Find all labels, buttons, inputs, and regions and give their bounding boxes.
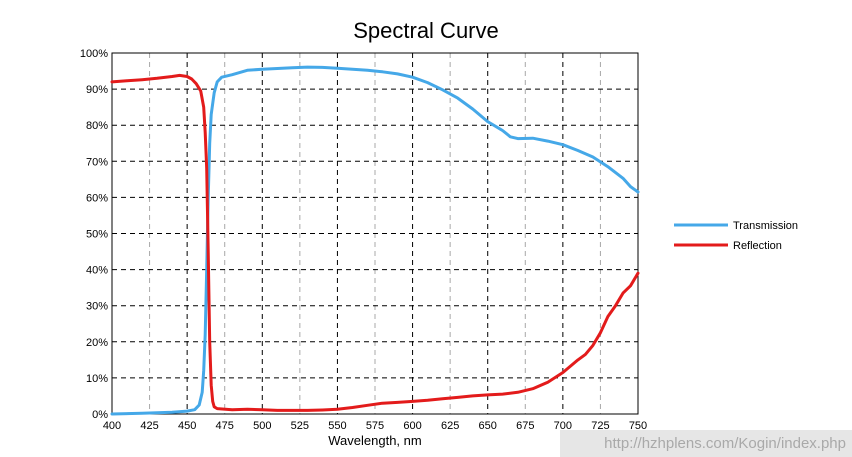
grid-lines bbox=[112, 53, 638, 414]
legend-label-reflection: Reflection bbox=[733, 240, 782, 252]
x-tick-label: 650 bbox=[479, 420, 497, 432]
plot-frame bbox=[111, 52, 639, 415]
y-tick-label: 30% bbox=[86, 301, 108, 313]
y-tick-label: 90% bbox=[86, 84, 108, 96]
x-tick-label: 525 bbox=[291, 420, 309, 432]
x-tick-label: 450 bbox=[178, 420, 196, 432]
y-tick-label: 50% bbox=[86, 229, 108, 241]
x-tick-label: 425 bbox=[140, 420, 158, 432]
x-tick-label: 675 bbox=[516, 420, 534, 432]
x-tick-label: 700 bbox=[554, 420, 572, 432]
x-tick-labels: 400 425 450 475 500 525 550 575 600 625 650 675 700 7… bbox=[103, 420, 647, 432]
x-tick-label: 550 bbox=[328, 420, 346, 432]
y-tick-label: 60% bbox=[86, 192, 108, 204]
x-tick-label: 725 bbox=[591, 420, 609, 432]
series-line-transmission bbox=[110, 65, 640, 416]
x-tick-label: 475 bbox=[216, 420, 234, 432]
y-tick-label: 10% bbox=[86, 373, 108, 385]
legend: Transmission Reflection bbox=[674, 220, 798, 252]
x-axis-label: Wavelength, nm bbox=[328, 433, 421, 448]
series-layer bbox=[110, 65, 640, 416]
y-tick-label: 0% bbox=[92, 409, 108, 421]
x-tick-label: 600 bbox=[403, 420, 421, 432]
y-tick-label: 40% bbox=[86, 265, 108, 277]
x-tick-label: 750 bbox=[629, 420, 647, 432]
watermark-url: http://hzhplens.com/Kogin/index.php bbox=[560, 430, 852, 457]
y-tick-label: 20% bbox=[86, 337, 108, 349]
y-tick-labels: 0% 10% 20% 30% 40% 50% 60% 70% 80% 90% 100% bbox=[80, 48, 108, 421]
series-line-reflection bbox=[110, 73, 640, 412]
y-tick-label: 80% bbox=[86, 120, 108, 132]
x-tick-label: 400 bbox=[103, 420, 121, 432]
chart-title: Spectral Curve bbox=[353, 18, 499, 43]
y-tick-label: 70% bbox=[86, 156, 108, 168]
x-tick-label: 625 bbox=[441, 420, 459, 432]
y-tick-label: 100% bbox=[80, 48, 108, 60]
x-tick-label: 575 bbox=[366, 420, 384, 432]
x-tick-label: 500 bbox=[253, 420, 271, 432]
legend-label-transmission: Transmission bbox=[733, 220, 798, 232]
